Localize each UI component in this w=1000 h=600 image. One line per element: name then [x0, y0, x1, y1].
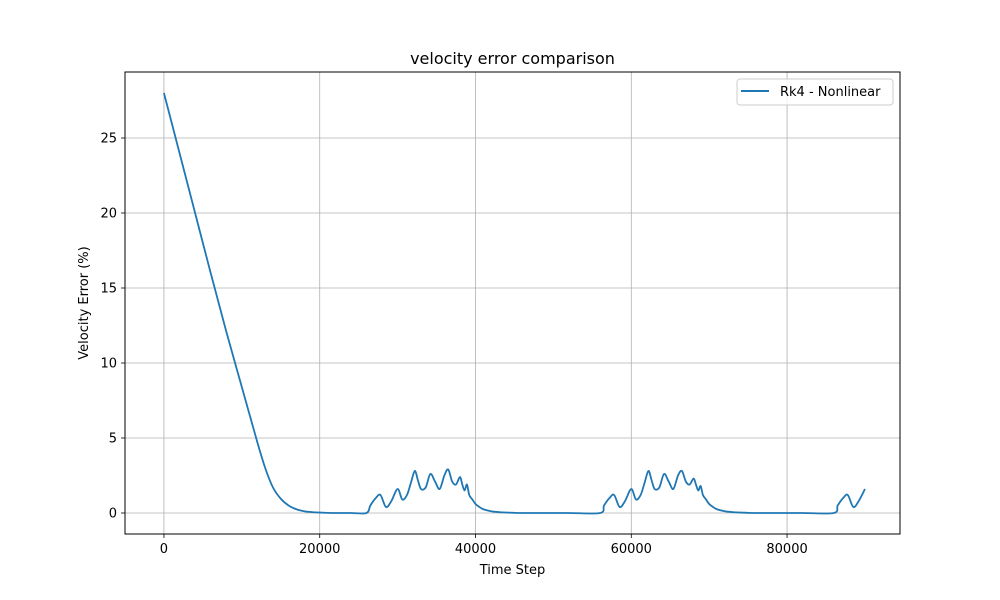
x-tick-label: 80000: [766, 542, 807, 557]
y-axis-label: Velocity Error (%): [77, 246, 92, 359]
y-tick-label: 15: [100, 282, 117, 297]
x-tick-label: 0: [160, 542, 168, 557]
legend-label: Rk4 - Nonlinear: [780, 85, 881, 100]
y-tick-label: 20: [100, 207, 117, 222]
y-tick-label: 0: [109, 507, 117, 522]
x-tick-label: 40000: [455, 542, 496, 557]
y-tick-label: 25: [100, 132, 117, 147]
y-tick-label: 5: [109, 432, 117, 447]
x-axis-label: Time Step: [479, 563, 546, 578]
plot-frame: [124, 71, 901, 535]
grid-lines: [125, 72, 900, 534]
chart-title: velocity error comparison: [410, 49, 615, 68]
x-axis-ticks: 0 20000 40000 60000 80000: [160, 534, 808, 557]
legend-box: [736, 78, 894, 106]
y-tick-label: 10: [100, 357, 117, 372]
x-tick-label: 60000: [611, 542, 652, 557]
plot-area: [163, 92, 866, 515]
legend: Rk4 - Nonlinear: [736, 78, 894, 106]
series-line-rk4-nonlinear: [163, 92, 866, 515]
y-axis-ticks: 0 5 10 15 20 25: [100, 132, 125, 522]
x-tick-label: 20000: [299, 542, 340, 557]
